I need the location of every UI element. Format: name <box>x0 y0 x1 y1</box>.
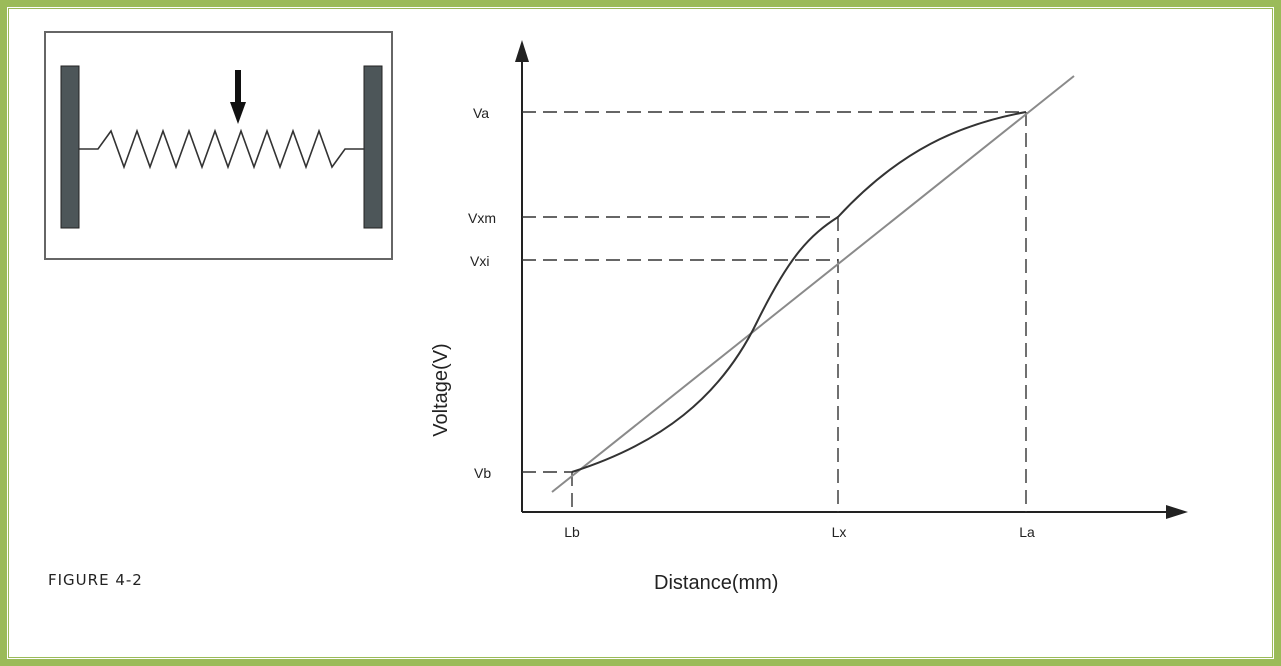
y-tick-vxm: Vxm <box>468 210 496 226</box>
schematic-group <box>60 65 383 229</box>
right-terminal-bar <box>363 65 383 229</box>
measured-curve <box>571 111 1027 473</box>
x-axis-title: Distance(mm) <box>654 572 778 594</box>
potentiometer-schematic <box>44 31 393 260</box>
ideal-linear-line <box>551 75 1075 493</box>
y-axis-arrow-icon <box>515 40 529 62</box>
y-axis-title: Voltage(V) <box>430 343 452 436</box>
resistor-zigzag <box>79 128 364 170</box>
figure-caption: FIGURE 4-2 <box>48 571 143 589</box>
left-terminal-bar <box>60 65 80 229</box>
y-tick-va: Va <box>473 105 489 121</box>
x-axis-arrow-icon <box>1166 505 1188 519</box>
y-tick-vb: Vb <box>474 465 491 481</box>
x-tick-lb: Lb <box>564 524 580 540</box>
guide-lines <box>522 111 1027 512</box>
x-tick-la: La <box>1019 524 1035 540</box>
y-tick-vxi: Vxi <box>470 253 489 269</box>
axes <box>515 40 1188 519</box>
down-arrow-icon <box>230 70 246 124</box>
x-tick-lx: Lx <box>832 524 847 540</box>
